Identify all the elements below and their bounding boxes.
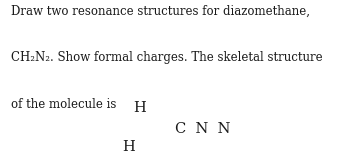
- Text: of the molecule is: of the molecule is: [11, 98, 116, 111]
- Text: H: H: [133, 102, 146, 115]
- Text: Draw two resonance structures for diazomethane,: Draw two resonance structures for diazom…: [11, 5, 310, 18]
- Text: CH₂N₂. Show formal charges. The skeletal structure: CH₂N₂. Show formal charges. The skeletal…: [11, 51, 323, 64]
- Text: C  N  N: C N N: [175, 122, 231, 136]
- Text: H: H: [122, 140, 135, 154]
